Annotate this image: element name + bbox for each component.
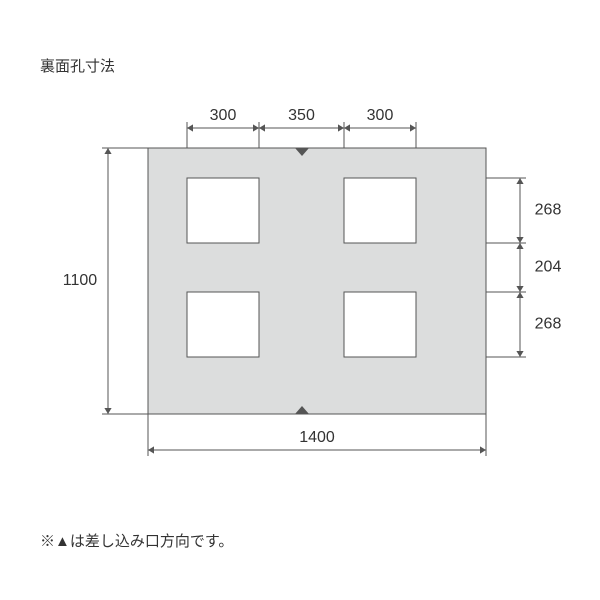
svg-text:204: 204 — [535, 259, 562, 276]
svg-text:268: 268 — [535, 316, 562, 333]
svg-text:300: 300 — [210, 107, 237, 124]
svg-text:1100: 1100 — [63, 272, 98, 289]
svg-text:268: 268 — [535, 202, 562, 219]
svg-text:300: 300 — [367, 107, 394, 124]
svg-text:1400: 1400 — [299, 429, 335, 446]
svg-text:350: 350 — [288, 107, 315, 124]
dimension-diagram: 300 350 300 1400 1100 268 204 268 — [0, 0, 600, 600]
